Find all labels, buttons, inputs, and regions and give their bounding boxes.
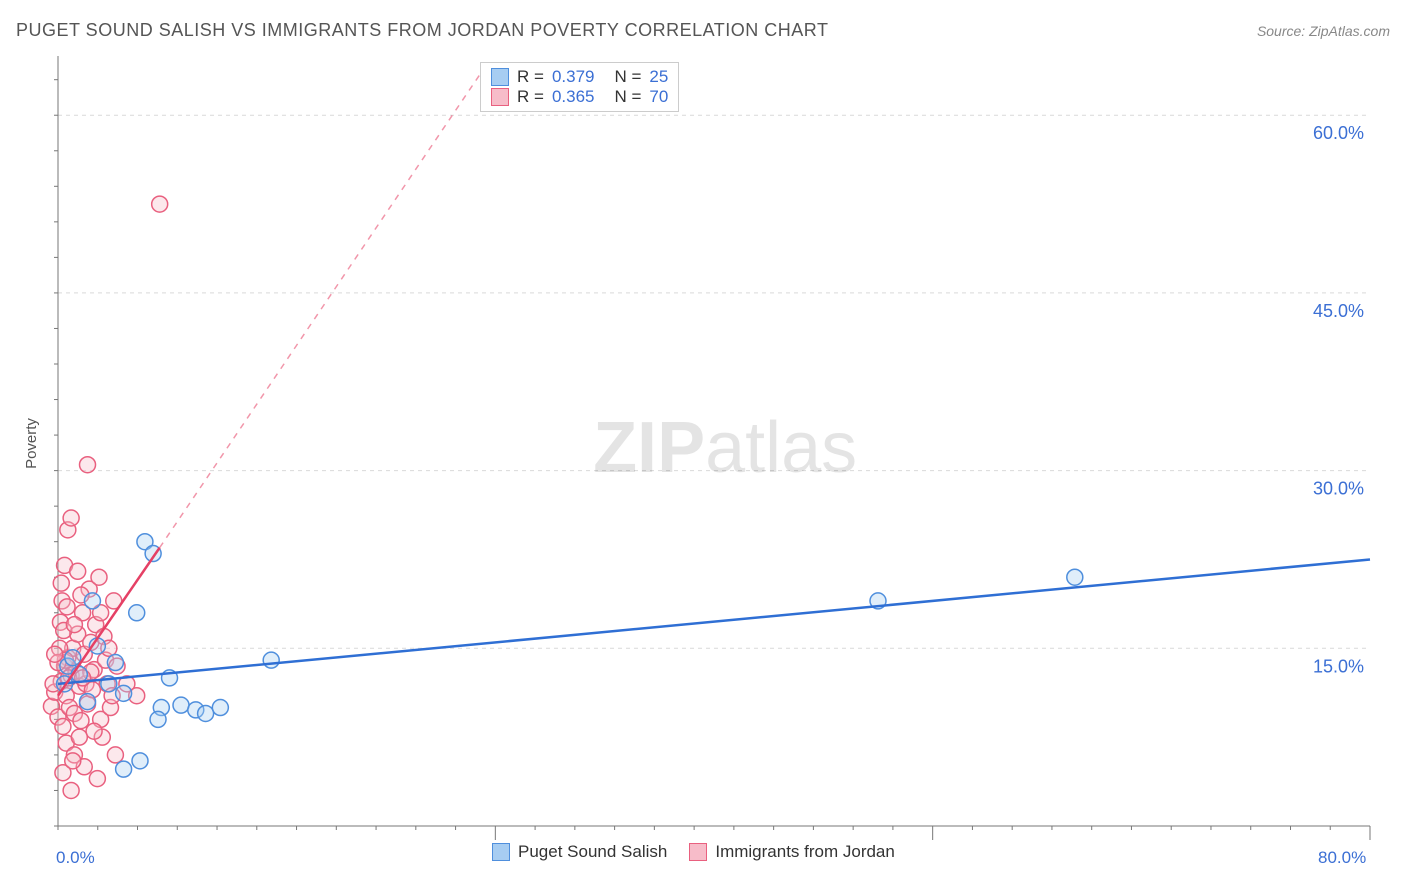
legend-swatch xyxy=(492,843,510,861)
legend-row-pink: R = 0.365 N = 70 xyxy=(491,87,668,107)
svg-text:45.0%: 45.0% xyxy=(1313,301,1364,321)
x-axis-min-label: 0.0% xyxy=(56,848,95,868)
series-name: Puget Sound Salish xyxy=(518,842,667,862)
chart-title: PUGET SOUND SALISH VS IMMIGRANTS FROM JO… xyxy=(16,20,828,41)
chart-source: Source: ZipAtlas.com xyxy=(1257,23,1390,39)
series-name: Immigrants from Jordan xyxy=(715,842,895,862)
legend-n-label: N = xyxy=(614,67,641,87)
correlation-legend: R = 0.379 N = 25 R = 0.365 N = 70 xyxy=(480,62,679,112)
legend-r-label: R = xyxy=(517,67,544,87)
legend-n-label: N = xyxy=(614,87,641,107)
legend-r-value: 0.379 xyxy=(552,67,595,87)
legend-swatch xyxy=(491,88,509,106)
series-legend-item: Puget Sound Salish xyxy=(492,842,667,862)
svg-text:15.0%: 15.0% xyxy=(1313,656,1364,676)
legend-swatch xyxy=(689,843,707,861)
svg-text:30.0%: 30.0% xyxy=(1313,479,1364,499)
svg-text:60.0%: 60.0% xyxy=(1313,123,1364,143)
series-legend: Puget Sound Salish Immigrants from Jordan xyxy=(492,842,895,862)
scatter-plot-svg: 15.0% 30.0% 45.0% 60.0% xyxy=(16,50,1390,876)
series-legend-item: Immigrants from Jordan xyxy=(689,842,895,862)
chart-area: Poverty 15.0%30.0%45.0%60.0% ZIPatlas R … xyxy=(16,50,1390,880)
chart-header: PUGET SOUND SALISH VS IMMIGRANTS FROM JO… xyxy=(16,20,1390,41)
y-axis-label: Poverty xyxy=(23,418,40,469)
legend-n-value: 70 xyxy=(649,87,668,107)
legend-n-value: 25 xyxy=(649,67,668,87)
legend-swatch xyxy=(491,68,509,86)
legend-r-label: R = xyxy=(517,87,544,107)
legend-r-value: 0.365 xyxy=(552,87,595,107)
x-axis-max-label: 80.0% xyxy=(1318,848,1366,868)
legend-row-blue: R = 0.379 N = 25 xyxy=(491,67,668,87)
